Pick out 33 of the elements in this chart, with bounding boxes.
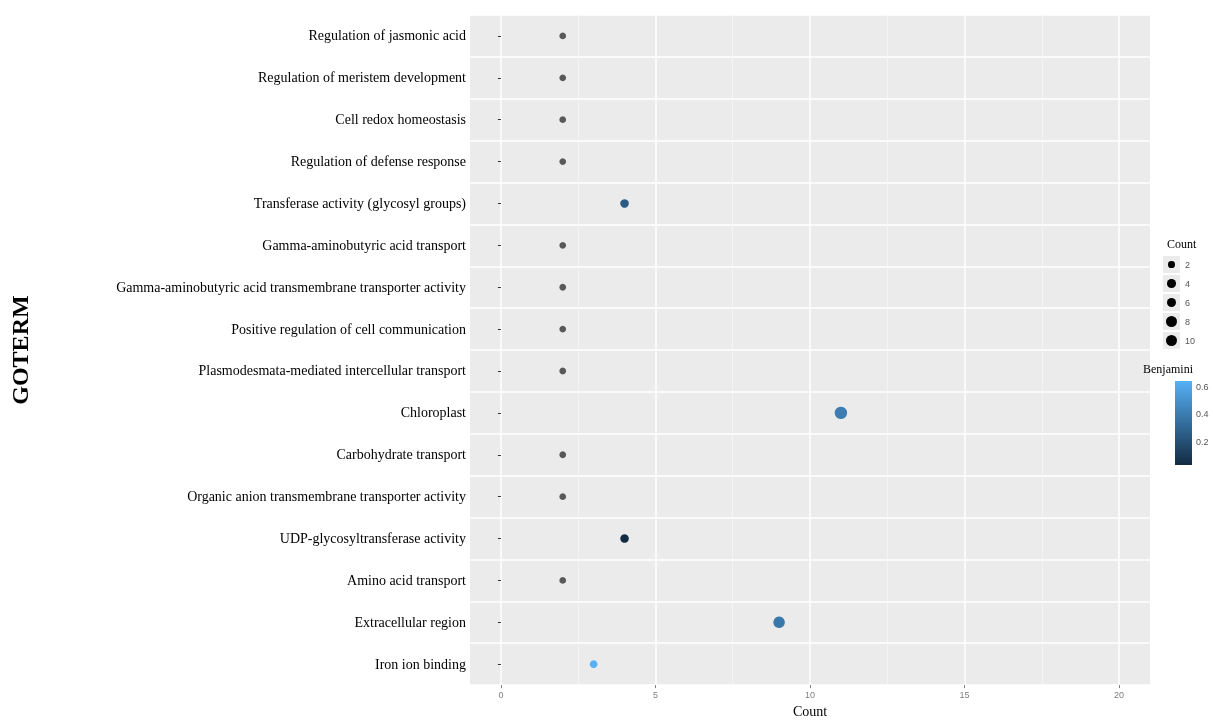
y-tick-label: Regulation of jasmonic acid <box>308 28 466 44</box>
y-tick-label: Carbohydrate transport <box>336 447 467 463</box>
y-tick-label: Regulation of defense response <box>290 154 466 170</box>
y-tick-label: Chloroplast <box>400 405 467 421</box>
legend-title: Count <box>1167 237 1197 252</box>
x-tick-label: 0 <box>498 689 504 700</box>
y-tick-label: Amino acid transport <box>347 572 467 588</box>
y-tick-label: Transferase activity (glycosyl groups) <box>253 195 467 212</box>
x-tick-label: 5 <box>652 689 658 700</box>
y-tick-label: Regulation of meristem development <box>257 70 467 86</box>
x-tick-label: 10 <box>804 689 816 700</box>
color-bar-label: 0.2 <box>1196 435 1209 448</box>
legend-label: 8 <box>1185 316 1191 327</box>
x-tick-label: 15 <box>959 689 970 700</box>
y-tick-label: Plasmodesmata-mediated intercellular transport <box>198 363 467 379</box>
y-tick-label: Positive regulation of cell communication <box>231 321 466 337</box>
color-bar-label: 0.6 <box>1196 380 1209 393</box>
y-axis-title: GOTERM <box>7 295 33 405</box>
y-tick-label: Organic anion transmembrane transporter activity <box>187 489 466 505</box>
legend-label: 4 <box>1185 278 1191 289</box>
legend-label: 2 <box>1185 259 1191 270</box>
y-tick-label: Iron ion binding <box>375 656 466 672</box>
x-tick-label: 20 <box>1114 689 1125 700</box>
y-tick-label: UDP-glycosyltransferase activity <box>279 531 466 547</box>
legend-label: 6 <box>1185 297 1191 308</box>
color-bar-label: 0.4 <box>1196 408 1209 421</box>
y-tick-label: Extracellular region <box>354 614 466 630</box>
x-axis-title: Count <box>792 703 828 719</box>
legend-label: 10 <box>1185 335 1196 346</box>
color-bar-title: Benjamini <box>1143 362 1193 377</box>
y-tick-label: Gamma-aminobutyric acid transmembrane transporter activity <box>116 279 466 295</box>
y-tick-label: Cell redox homeostasis <box>335 112 466 128</box>
y-tick-label: Gamma-aminobutyric acid transport <box>262 237 467 253</box>
